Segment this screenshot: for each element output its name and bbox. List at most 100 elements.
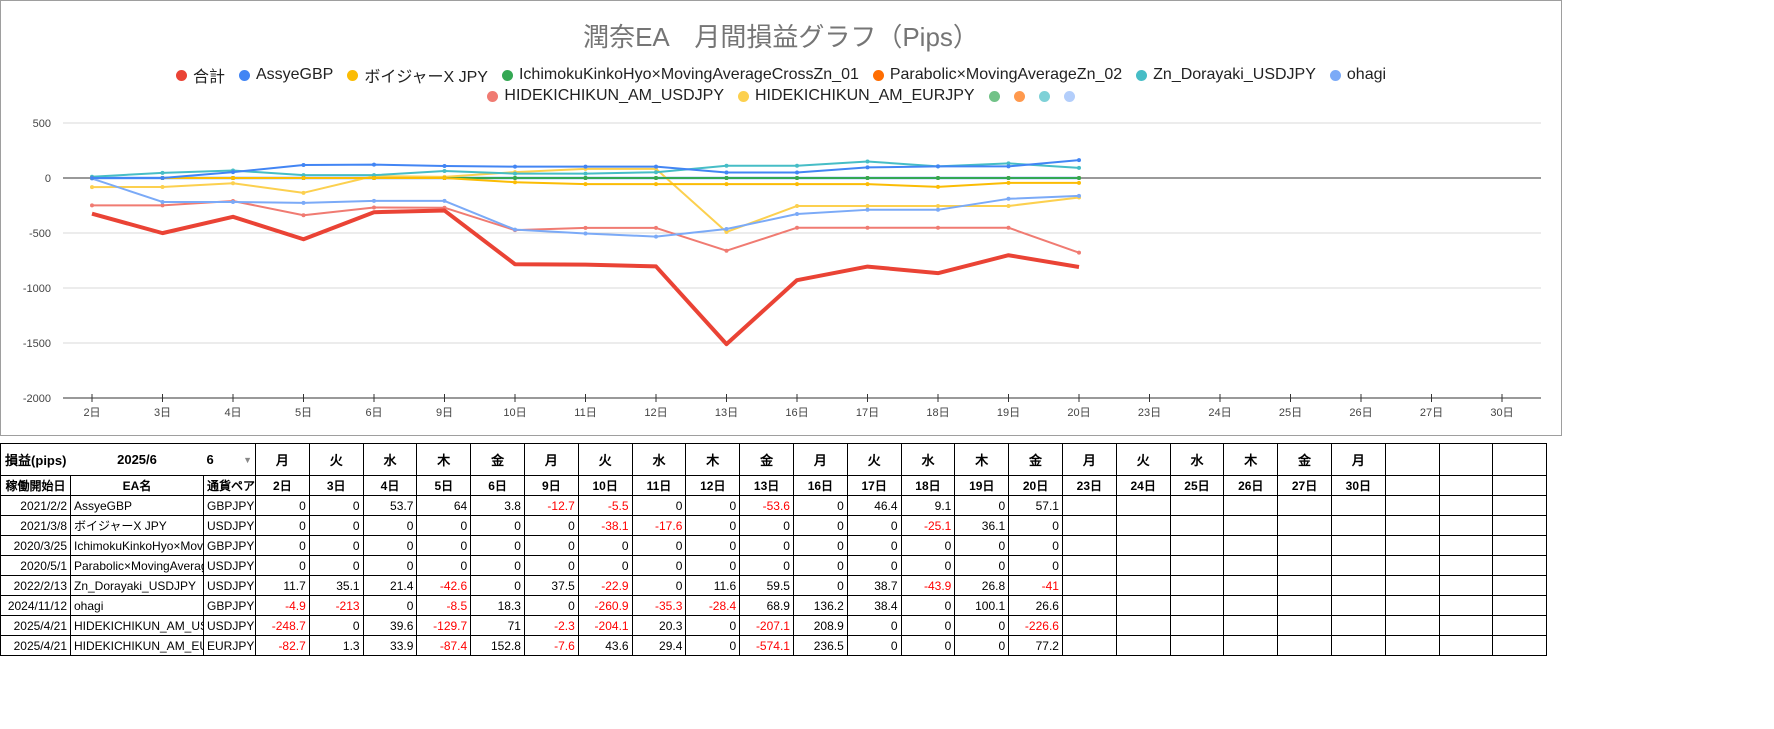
pnl-cell[interactable]: -8.5	[416, 595, 472, 616]
pnl-cell[interactable]: 11.7	[255, 575, 310, 596]
pnl-cell[interactable]: -7.6	[523, 635, 579, 656]
pnl-cell[interactable]: 71	[470, 615, 525, 636]
pnl-cell[interactable]: 0	[308, 615, 364, 636]
pnl-cell[interactable]	[1438, 515, 1494, 536]
pnl-cell[interactable]: -5.5	[577, 495, 633, 516]
pnl-cell[interactable]: 26.6	[1008, 595, 1063, 616]
pnl-cell[interactable]	[1492, 515, 1548, 536]
pnl-cell[interactable]: 0	[1008, 535, 1063, 556]
pnl-cell[interactable]	[1384, 615, 1440, 636]
pnl-cell[interactable]: 0	[255, 515, 310, 536]
pnl-cell[interactable]: 0	[792, 535, 848, 556]
pnl-cell[interactable]	[1492, 615, 1548, 636]
currency-pair-cell[interactable]: USDJPY	[203, 615, 256, 636]
legend-item[interactable]	[1038, 87, 1050, 105]
pnl-cell[interactable]: -42.6	[416, 575, 472, 596]
pnl-cell[interactable]	[1277, 635, 1332, 656]
pnl-cell[interactable]: 0	[900, 555, 956, 576]
pnl-cell[interactable]	[1384, 635, 1440, 656]
pnl-cell[interactable]	[1330, 595, 1386, 616]
pnl-cell[interactable]: 0	[954, 535, 1010, 556]
pnl-cell[interactable]	[1492, 595, 1548, 616]
pnl-cell[interactable]: 0	[523, 515, 579, 536]
pnl-cell[interactable]: -53.6	[739, 495, 794, 516]
pnl-cell[interactable]	[1223, 535, 1279, 556]
pnl-cell[interactable]	[1061, 515, 1117, 536]
pnl-cell[interactable]	[1115, 495, 1171, 516]
pnl-cell[interactable]: -207.1	[739, 615, 794, 636]
pnl-cell[interactable]: 0	[470, 535, 525, 556]
legend-item[interactable]: HIDEKICHIKUN_AM_USDJPY	[487, 87, 724, 105]
ea-name-cell[interactable]: ボイジャーX JPY	[70, 515, 204, 536]
pnl-cell[interactable]: -25.1	[900, 515, 956, 536]
month-select[interactable]: 6 ▼	[203, 443, 256, 476]
pnl-cell[interactable]	[1438, 595, 1494, 616]
pnl-cell[interactable]	[1492, 635, 1548, 656]
pnl-cell[interactable]: 0	[308, 495, 364, 516]
pnl-cell[interactable]: 0	[308, 535, 364, 556]
pnl-cell[interactable]	[1169, 515, 1225, 536]
ea-name-cell[interactable]: Parabolic×MovingAverag	[70, 555, 204, 576]
legend-item[interactable]	[1063, 87, 1075, 105]
pnl-cell[interactable]	[1330, 575, 1386, 596]
pnl-cell[interactable]: 0	[362, 555, 418, 576]
pnl-cell[interactable]	[1384, 515, 1440, 536]
pnl-cell[interactable]	[1169, 555, 1225, 576]
pnl-cell[interactable]: 0	[362, 515, 418, 536]
pnl-cell[interactable]	[1330, 495, 1386, 516]
pnl-cell[interactable]: 0	[846, 515, 902, 536]
currency-pair-cell[interactable]: GBPJPY	[203, 495, 256, 516]
pnl-cell[interactable]	[1061, 615, 1117, 636]
pnl-cell[interactable]: 0	[416, 555, 472, 576]
currency-pair-cell[interactable]: USDJPY	[203, 575, 256, 596]
pnl-cell[interactable]	[1277, 495, 1332, 516]
pnl-cell[interactable]: 0	[792, 495, 848, 516]
pnl-cell[interactable]: 43.6	[577, 635, 633, 656]
legend-item[interactable]: IchimokuKinkoHyo×MovingAverageCrossZn_01	[501, 63, 859, 87]
pnl-cell[interactable]: 0	[685, 615, 741, 636]
pnl-cell[interactable]: 0	[792, 575, 848, 596]
pnl-cell[interactable]	[1277, 595, 1332, 616]
pnl-cell[interactable]: -204.1	[577, 615, 633, 636]
pnl-cell[interactable]: 0	[846, 615, 902, 636]
pnl-cell[interactable]: -574.1	[739, 635, 794, 656]
pnl-cell[interactable]: 9.1	[900, 495, 956, 516]
pnl-cell[interactable]: 26.8	[954, 575, 1010, 596]
pnl-cell[interactable]: 59.5	[739, 575, 794, 596]
pnl-cell[interactable]	[1384, 555, 1440, 576]
pnl-cell[interactable]: 0	[685, 515, 741, 536]
pnl-cell[interactable]: -87.4	[416, 635, 472, 656]
pnl-cell[interactable]: 0	[685, 495, 741, 516]
pnl-cell[interactable]	[1438, 495, 1494, 516]
pnl-cell[interactable]	[1169, 535, 1225, 556]
pnl-cell[interactable]: 0	[255, 535, 310, 556]
pnl-cell[interactable]: 0	[416, 535, 472, 556]
start-date-cell[interactable]: 2025/4/21	[0, 635, 71, 656]
currency-pair-cell[interactable]: USDJPY	[203, 515, 256, 536]
pnl-cell[interactable]: 0	[739, 555, 794, 576]
pnl-cell[interactable]: 0	[846, 635, 902, 656]
start-date-cell[interactable]: 2020/5/1	[0, 555, 71, 576]
pnl-cell[interactable]	[1438, 575, 1494, 596]
pnl-cell[interactable]	[1169, 635, 1225, 656]
pnl-cell[interactable]: 33.9	[362, 635, 418, 656]
start-date-cell[interactable]: 2025/4/21	[0, 615, 71, 636]
pnl-cell[interactable]: 0	[631, 555, 687, 576]
pnl-cell[interactable]: 46.4	[846, 495, 902, 516]
pnl-cell[interactable]: 68.9	[739, 595, 794, 616]
pnl-cell[interactable]	[1277, 535, 1332, 556]
pnl-cell[interactable]	[1330, 535, 1386, 556]
pnl-cell[interactable]	[1384, 535, 1440, 556]
pnl-cell[interactable]: 0	[255, 555, 310, 576]
pnl-cell[interactable]: 0	[523, 535, 579, 556]
pnl-cell[interactable]: 0	[954, 495, 1010, 516]
legend-item[interactable]	[988, 87, 1000, 105]
ea-name-cell[interactable]: Zn_Dorayaki_USDJPY	[70, 575, 204, 596]
pnl-cell[interactable]	[1061, 575, 1117, 596]
pnl-cell[interactable]: 0	[631, 535, 687, 556]
pnl-cell[interactable]: 0	[792, 515, 848, 536]
pnl-cell[interactable]	[1330, 635, 1386, 656]
pnl-cell[interactable]	[1223, 575, 1279, 596]
currency-pair-cell[interactable]: EURJPY	[203, 635, 256, 656]
pnl-cell[interactable]: 38.4	[846, 595, 902, 616]
